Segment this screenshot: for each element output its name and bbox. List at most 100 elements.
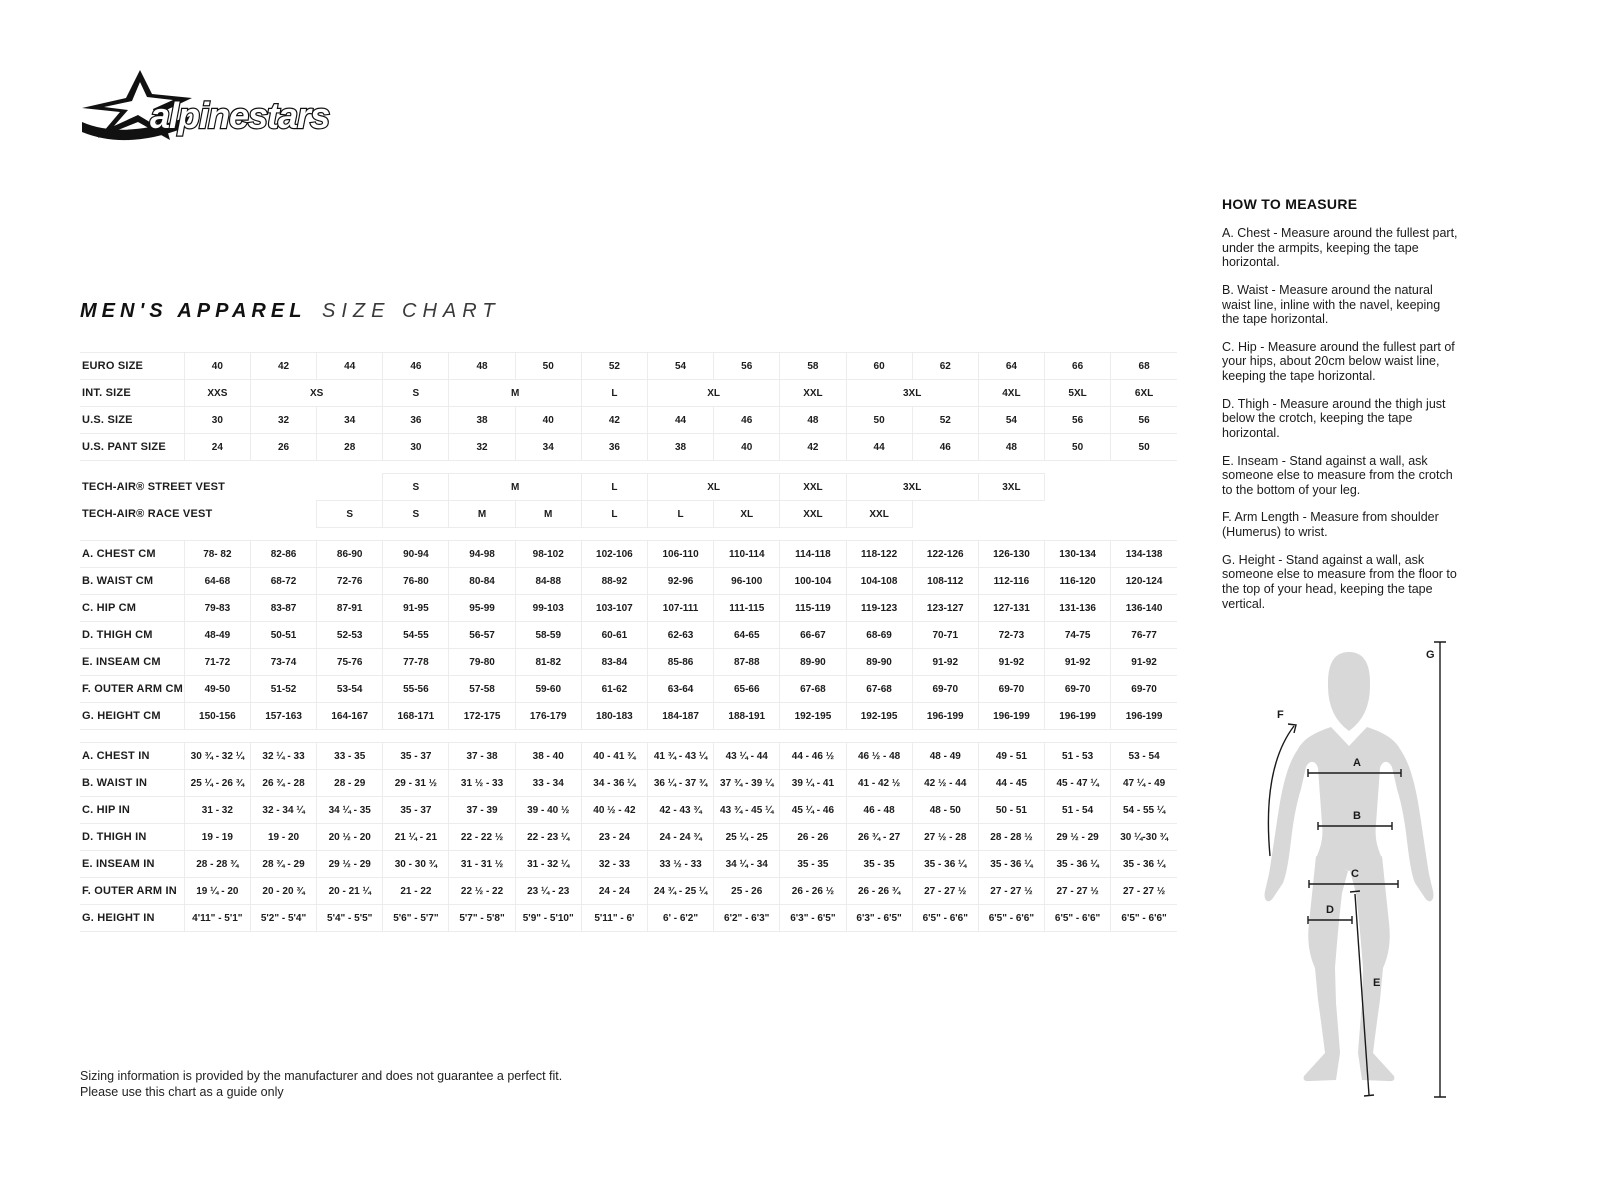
table-cell: S: [382, 500, 450, 528]
table-cell: 26: [249, 433, 318, 461]
table-cell: XXL: [845, 500, 913, 528]
size-table: EURO SIZE 40 42 44 46 48 50 52 54 56 58 60 62 64 66 68 I…: [80, 352, 1177, 932]
body-silhouette: [1264, 652, 1434, 1082]
table-cell: 118-122: [845, 540, 913, 568]
table-cell: 112-116: [977, 567, 1046, 595]
table-cell: 164-167: [316, 702, 384, 730]
footer-line-2: Please use this chart as a guide only: [80, 1085, 284, 1100]
table-cell: 39 ¼ - 41: [779, 769, 847, 797]
table-cell: M: [448, 500, 516, 528]
table-cell: XS: [249, 379, 384, 407]
table-row: U.S. PANT SIZE 24 26 28 30 32 34 36 38 40 42 44 46 48…: [80, 433, 1177, 461]
label-chest: A: [1353, 757, 1361, 769]
table-cell: 34: [514, 433, 582, 461]
row-label: C. HIP CM: [80, 594, 185, 622]
table-cell: 69-70: [1044, 675, 1112, 703]
table-cell: 69-70: [911, 675, 979, 703]
table-cell: 6'5" - 6'6": [911, 904, 979, 932]
table-cell: 32: [249, 406, 318, 434]
table-cell: L: [580, 473, 648, 501]
table-cell: 89-90: [779, 648, 847, 676]
row-label: U.S. PANT SIZE: [80, 433, 185, 461]
table-row: E. INSEAM IN 28 - 28 ¾ 28 ¾ - 29 29 ½ - 29 3…: [80, 850, 1177, 878]
table-cell: 87-88: [713, 648, 781, 676]
table-cell: 91-92: [1110, 648, 1177, 676]
table-cell: 5'11" - 6': [580, 904, 648, 932]
table-cell: 53 - 54: [1110, 742, 1177, 770]
table-cell: 48 - 49: [911, 742, 979, 770]
table-cell: 84-88: [514, 567, 582, 595]
table-cell: 35 - 36 ¼: [911, 850, 979, 878]
table-cell: 127-131: [977, 594, 1046, 622]
star-icon: [82, 70, 192, 141]
footer-note: Sizing information is provided by the ma…: [80, 1068, 562, 1101]
table-cell: 44: [316, 352, 384, 380]
table-cell: 4XL: [977, 379, 1046, 407]
table-row: TECH-AIR® STREET VEST S M L XL XXL 3XL 3XL: [80, 473, 1177, 501]
row-label: D. THIGH IN: [80, 823, 185, 851]
table-cell: 39 - 40 ½: [514, 796, 582, 824]
table-cell: 51 - 53: [1044, 742, 1112, 770]
table-cell: 69-70: [977, 675, 1046, 703]
row-label: B. WAIST IN: [80, 769, 185, 797]
table-cell: 24: [183, 433, 251, 461]
table-cell: 6'5" - 6'6": [977, 904, 1046, 932]
blank-cell: [1045, 474, 1177, 501]
table-cell: 44 - 45: [977, 769, 1046, 797]
table-cell: 24 ¾ - 25 ¼: [646, 877, 715, 905]
table-cell: 91-92: [1044, 648, 1112, 676]
table-cell: 31 - 32 ¼: [514, 850, 582, 878]
table-cell: 45 - 47 ¼: [1044, 769, 1112, 797]
measure-instruction: D. Thigh - Measure around the thigh just…: [1222, 396, 1446, 440]
table-cell: 54 - 55 ¼: [1110, 796, 1177, 824]
table-cell: 87-91: [316, 594, 384, 622]
table-cell: 37 - 39: [448, 796, 516, 824]
table-cell: 81-82: [514, 648, 582, 676]
table-cell: 50-51: [249, 621, 318, 649]
table-cell: 5'7" - 5'8": [448, 904, 516, 932]
table-cell: 26 - 26 ¾: [845, 877, 913, 905]
height-line: [1434, 641, 1446, 1098]
table-cell: 22 - 22 ½: [448, 823, 516, 851]
table-cell: 37 ¾ - 39 ¼: [713, 769, 781, 797]
table-cell: XL: [646, 473, 781, 501]
table-cell: 4'11" - 5'1": [183, 904, 251, 932]
table-cell: 35 - 35: [845, 850, 913, 878]
table-cell: 72-73: [977, 621, 1046, 649]
row-label: D. THIGH CM: [80, 621, 185, 649]
table-cell: 43 ¼ - 44: [713, 742, 781, 770]
table-cell: 56-57: [448, 621, 516, 649]
table-cell: 52: [580, 352, 648, 380]
table-cell: 168-171: [382, 702, 450, 730]
table-cell: 64-65: [713, 621, 781, 649]
table-cell: 40: [514, 406, 582, 434]
table-cell: 3XL: [845, 379, 979, 407]
table-cell: 55-56: [382, 675, 450, 703]
table-cell: 130-134: [1044, 540, 1112, 568]
table-cell: 69-70: [1110, 675, 1177, 703]
row-label: A. CHEST CM: [80, 540, 185, 568]
table-cell: 28 - 29: [316, 769, 384, 797]
table-cell: 22 ½ - 22: [448, 877, 516, 905]
table-cell: 94-98: [448, 540, 516, 568]
table-cell: 188-191: [713, 702, 781, 730]
table-cell: 41 - 42 ½: [845, 769, 913, 797]
table-cell: 6'3" - 6'5": [845, 904, 913, 932]
page-title: MEN'S APPAREL SIZE CHART: [80, 300, 501, 323]
table-cell: 95-99: [448, 594, 516, 622]
table-cell: 51-52: [249, 675, 318, 703]
table-cell: 3XL: [845, 473, 979, 501]
table-cell: 50: [845, 406, 913, 434]
table-cell: 68-72: [249, 567, 318, 595]
table-row: A. CHEST CM 78- 82 82-86 86-90 90-94 94-98 98-…: [80, 540, 1177, 568]
table-cell: 45 ¼ - 46: [779, 796, 847, 824]
table-cell: 64-68: [183, 567, 251, 595]
table-cell: 36: [580, 433, 648, 461]
table-cell: 74-75: [1044, 621, 1112, 649]
table-row: D. THIGH CM 48-49 50-51 52-53 54-55 56-57 58-5…: [80, 621, 1177, 649]
table-cell: 29 ½ - 29: [316, 850, 384, 878]
table-cell: 66-67: [779, 621, 847, 649]
table-cell: 26 ¾ - 28: [249, 769, 318, 797]
table-cell: L: [580, 379, 648, 407]
measurement-lines: [1267, 641, 1446, 1098]
